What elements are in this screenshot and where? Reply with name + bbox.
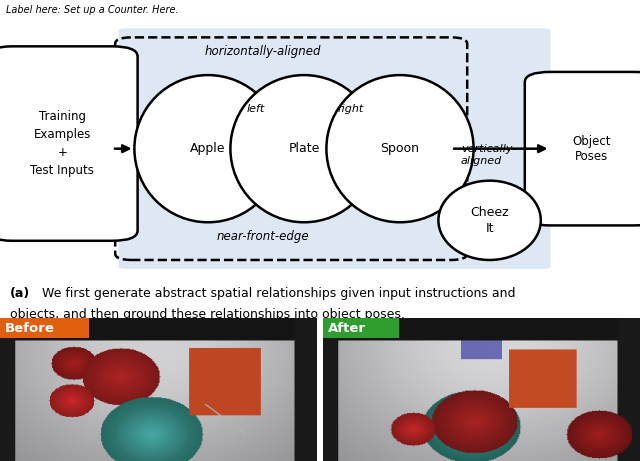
Ellipse shape xyxy=(326,75,474,222)
Text: Training
Examples
+
Test Inputs: Training Examples + Test Inputs xyxy=(31,110,94,177)
Text: near-front-edge: near-front-edge xyxy=(216,230,308,243)
FancyBboxPatch shape xyxy=(525,72,640,225)
Bar xyxy=(323,318,399,338)
FancyBboxPatch shape xyxy=(0,46,138,241)
Text: Label here: Set up a Counter. Here.: Label here: Set up a Counter. Here. xyxy=(6,5,179,15)
Ellipse shape xyxy=(230,75,378,222)
Text: left: left xyxy=(247,104,265,114)
FancyBboxPatch shape xyxy=(118,29,550,269)
Text: objects, and then ground these relationships into object poses.: objects, and then ground these relations… xyxy=(10,308,404,321)
Text: We first generate abstract spatial relationships given input instructions and: We first generate abstract spatial relat… xyxy=(42,287,515,300)
Text: Apple: Apple xyxy=(190,142,226,155)
Text: After: After xyxy=(328,322,366,335)
Text: horizontally-aligned: horizontally-aligned xyxy=(204,45,321,58)
Bar xyxy=(0,318,89,338)
Text: Before: Before xyxy=(4,322,54,335)
Ellipse shape xyxy=(134,75,282,222)
Text: Spoon: Spoon xyxy=(381,142,419,155)
Text: right: right xyxy=(337,104,364,114)
Text: Cheez
It: Cheez It xyxy=(470,206,509,235)
Text: vertically-
aligned: vertically- aligned xyxy=(461,144,516,166)
Ellipse shape xyxy=(438,181,541,260)
Text: (a): (a) xyxy=(10,287,30,300)
Text: Object
Poses: Object Poses xyxy=(573,135,611,163)
Text: Plate: Plate xyxy=(288,142,320,155)
